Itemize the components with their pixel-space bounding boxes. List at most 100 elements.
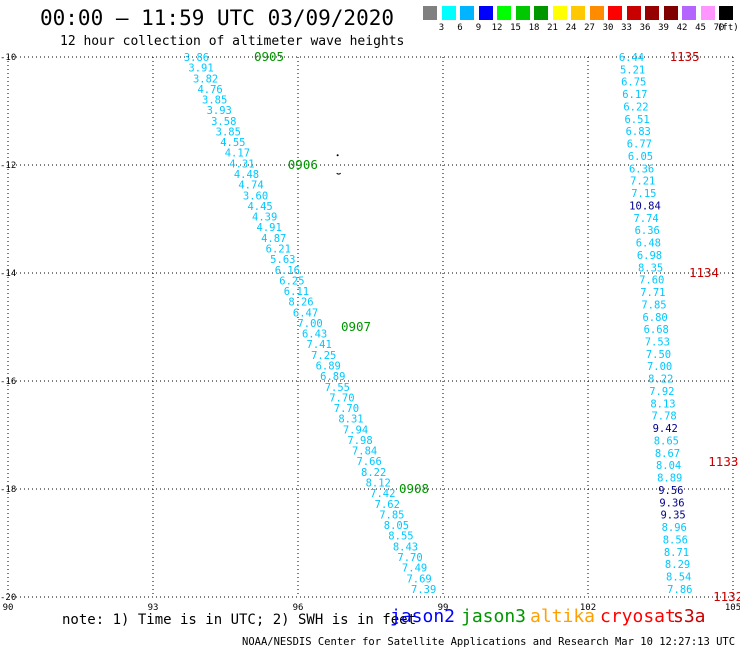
swh-value-label: 4.39 [252,212,277,224]
x-tick-label: 93 [148,603,159,613]
legend-swatch [460,6,474,20]
swh-value-label: 7.70 [397,552,422,564]
swh-value-label: 8.22 [648,374,673,386]
swh-value-label: 7.85 [379,509,404,521]
swh-value-label: 8.12 [366,478,391,490]
legend-swatch [571,6,585,20]
swh-value-label: 4.45 [247,201,272,213]
swh-value-label: 8.43 [393,541,418,553]
swh-value-label: 4.74 [238,180,263,192]
legend-swatch [700,6,715,20]
swh-value-label: 7.00 [297,318,322,330]
x-tick-label: 96 [293,603,304,613]
y-tick-label: -20 [0,593,16,603]
swh-value-label: 4.31 [229,158,254,170]
swh-value-label: 3.85 [216,126,241,138]
swh-value-label: 7.00 [647,361,672,373]
legend-label: 15 [510,23,521,33]
pass-time-label: 0905 [254,49,284,64]
swh-value-label: 8.22 [361,467,386,479]
chart-title: 00:00 – 11:59 UTC 03/09/2020 [40,6,395,30]
legend-swatch [626,6,641,20]
swh-value-label: 6.98 [637,250,662,262]
swh-value-label: 4.91 [257,222,282,234]
legend-label: 42 [676,23,688,33]
pass-time-label: 1135 [670,49,700,64]
swh-value-label: 4.87 [261,233,286,245]
swh-value-label: 7.39 [411,584,436,596]
swh-value-label: 8.56 [663,534,688,546]
legend-swatch [663,6,678,20]
legend-swatch [441,6,456,20]
legend-label: 33 [621,23,632,33]
legend-swatch [645,6,659,20]
swh-value-label: 8.65 [654,435,679,447]
legend-units: (ft) [717,23,739,33]
legend-swatch [478,6,493,20]
legend-swatch [552,6,567,20]
swh-value-label: 7.70 [334,403,359,415]
swh-value-label: 7.25 [311,350,336,362]
swh-value-label: 5.63 [270,254,295,266]
pass-time-label: 0908 [399,481,429,496]
swh-value-label: 9.56 [658,485,683,497]
swh-value-label: 6.25 [279,275,304,287]
swh-value-label: 6.77 [627,139,652,151]
swh-value-label: 6.89 [320,371,345,383]
legend-swatch [534,6,548,20]
swh-value-label: 3.58 [211,116,236,128]
swh-value-label: 8.89 [657,473,682,485]
y-tick-label: -14 [0,269,16,279]
swh-value-label: 3.86 [184,52,209,64]
swh-value-label: 3.91 [188,63,213,75]
swh-value-label: 7.41 [307,339,332,351]
swh-value-label: 7.84 [352,446,377,458]
satellite-s3a: s3a [673,606,706,627]
swh-value-label: 6.21 [266,243,291,255]
x-tick-label: 105 [725,603,740,613]
legend-swatch [497,6,511,20]
x-tick-label: 99 [438,603,449,613]
legend-swatch [608,6,622,20]
swh-value-label: 7.60 [639,275,664,287]
pass-time-label: 0906 [288,157,318,172]
legend-label: 30 [602,23,614,33]
swh-value-label: 8.71 [664,547,689,559]
pass-time-label: 1134 [689,265,719,280]
y-tick-label: -18 [0,485,16,495]
swh-value-label: 3.85 [202,95,227,107]
swh-value-label: 8.26 [288,297,313,309]
swh-value-label: 10.84 [629,200,661,212]
legend-swatch [423,6,437,20]
legend-swatch [682,6,696,20]
swh-value-label: 7.42 [370,488,395,500]
island-mark [336,172,342,175]
swh-value-label: 8.04 [656,460,681,472]
satellite-jason3: jason3 [461,606,527,627]
island-mark [336,154,339,157]
swh-value-label: 6.48 [636,238,661,250]
swh-value-label: 6.89 [316,361,341,373]
swh-value-label: 7.55 [325,382,350,394]
footer-credit: NOAA/NESDIS Center for Satellite Applica… [242,636,740,648]
y-tick-label: -12 [0,161,16,171]
swh-value-label: 7.71 [640,287,665,299]
swh-value-label: 7.53 [645,337,670,349]
swh-value-label: 7.92 [649,386,674,398]
legend-label: 27 [584,23,595,33]
legend-label: 45 [695,23,706,33]
swh-value-label: 8.54 [666,572,691,584]
swh-value-label: 8.13 [650,398,675,410]
legend-swatch [515,6,530,20]
swh-value-label: 8.55 [388,531,413,543]
swh-value-label: 7.66 [356,456,381,468]
swh-value-label: 8.05 [384,520,409,532]
swh-value-label: 6.47 [293,307,318,319]
swh-value-label: 8.29 [665,559,690,571]
legend-label: 6 [457,23,463,33]
satellite-jason2: jason2 [390,606,456,627]
swh-value-label: 7.98 [347,435,372,447]
swh-value-label: 8.67 [655,448,680,460]
swh-value-label: 7.69 [406,573,431,585]
